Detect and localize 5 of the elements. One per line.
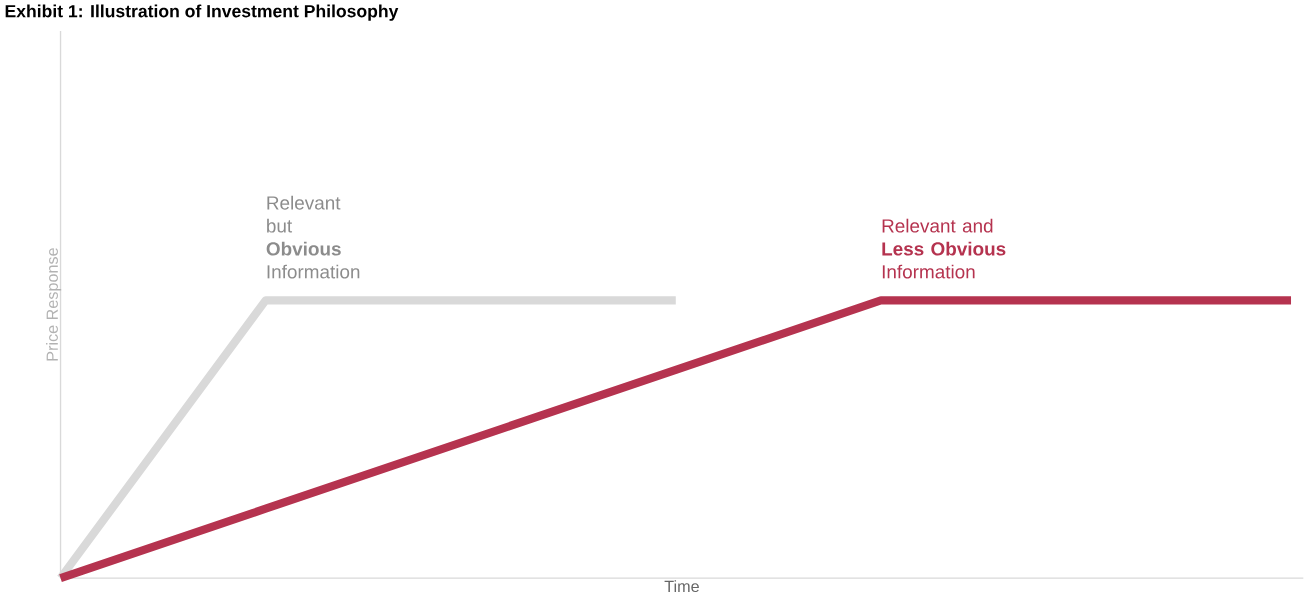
chart-title: Exhibit 1: Illustration of Investment Philosophy xyxy=(5,4,399,22)
y-axis-title: Price Response xyxy=(46,248,62,361)
x-axis-title: Time xyxy=(664,580,699,593)
text: Relevant and Less Obvious Information xyxy=(882,218,1006,279)
text: Relevant but Obvious Information xyxy=(266,195,360,279)
